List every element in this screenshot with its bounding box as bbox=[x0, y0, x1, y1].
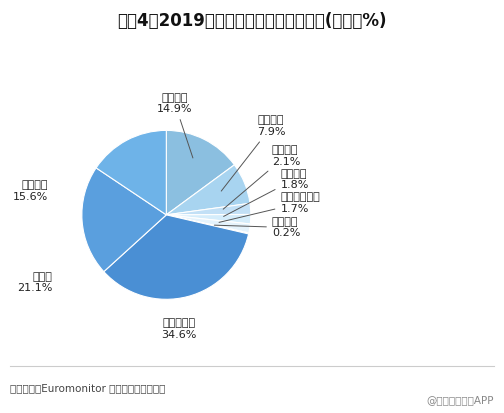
Text: 能量饮料
7.9%: 能量饮料 7.9% bbox=[221, 115, 286, 191]
Text: 包装饮用水
34.6%: 包装饮用水 34.6% bbox=[161, 318, 197, 339]
Text: @前瞻经济学人APP: @前瞻经济学人APP bbox=[426, 395, 494, 405]
Text: 浓缩饮料
0.2%: 浓缩饮料 0.2% bbox=[214, 217, 300, 238]
Text: 碳酸饮料
14.9%: 碳酸饮料 14.9% bbox=[157, 93, 193, 158]
Wedge shape bbox=[166, 131, 234, 215]
Text: 图表4：2019年中国软饮料市场细分构成(单位：%): 图表4：2019年中国软饮料市场细分构成(单位：%) bbox=[117, 12, 387, 31]
Text: 资料来源：Euromonitor 前瞻产业研究院整理: 资料来源：Euromonitor 前瞻产业研究院整理 bbox=[10, 383, 165, 393]
Text: 果汁软饮
15.6%: 果汁软饮 15.6% bbox=[13, 180, 48, 202]
Wedge shape bbox=[166, 214, 251, 224]
Text: 运动饮料
2.1%: 运动饮料 2.1% bbox=[223, 145, 300, 209]
Text: 即饮咖啡
1.8%: 即饮咖啡 1.8% bbox=[224, 169, 309, 216]
Wedge shape bbox=[166, 215, 250, 233]
Wedge shape bbox=[82, 168, 166, 272]
Text: 亚洲特色饮料
1.7%: 亚洲特色饮料 1.7% bbox=[219, 192, 320, 222]
Wedge shape bbox=[104, 215, 248, 299]
Wedge shape bbox=[166, 203, 251, 215]
Wedge shape bbox=[166, 215, 249, 234]
Wedge shape bbox=[166, 165, 250, 215]
Wedge shape bbox=[96, 131, 166, 215]
Text: 茶饮料
21.1%: 茶饮料 21.1% bbox=[17, 272, 52, 293]
